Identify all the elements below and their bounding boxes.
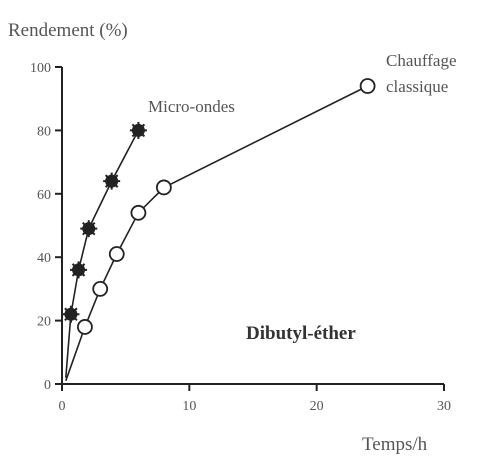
- data-point-filled-star: [70, 261, 88, 279]
- x-axis-title: Temps/h: [362, 434, 428, 455]
- data-point-filled-star: [129, 121, 147, 139]
- x-tick-label: 30: [437, 399, 451, 414]
- series-line-0: [65, 130, 140, 378]
- x-tick-label: 20: [310, 399, 324, 414]
- y-tick-label: 40: [37, 251, 51, 266]
- y-tick-label: 80: [37, 124, 51, 139]
- y-tick-label: 60: [37, 188, 51, 203]
- y-tick-label: 100: [30, 61, 51, 76]
- series-label-classique: classique: [386, 77, 448, 96]
- data-point-filled-star: [80, 220, 98, 238]
- data-point-open-circle: [92, 280, 109, 297]
- y-tick-label: 0: [44, 378, 51, 393]
- data-point-open-circle: [77, 319, 93, 335]
- data-point-filled-star: [62, 305, 80, 323]
- y-ticks: 0 20 40 60 80 100: [30, 61, 62, 393]
- data-point-open-circle: [130, 204, 147, 221]
- data-point-open-circle: [155, 179, 172, 196]
- series-markers: [62, 78, 376, 335]
- data-point-open-circle: [108, 246, 125, 262]
- x-tick-label: 10: [182, 399, 196, 414]
- series-label-micro-ondes: Micro-ondes: [148, 97, 235, 116]
- y-axis-title: Rendement (%): [8, 20, 128, 41]
- x-ticks: 0 10 20 30: [59, 384, 451, 414]
- annotation-dibutyl-ether: Dibutyl-éther: [246, 323, 356, 344]
- x-tick-label: 0: [59, 399, 66, 414]
- data-point-open-circle: [359, 78, 376, 94]
- y-tick-label: 20: [37, 315, 51, 330]
- data-point-filled-star: [103, 172, 121, 190]
- plot-area: 0 10 20 30 0 20 40 60 80 100: [30, 61, 451, 414]
- series-label-chauffage: Chauffage: [386, 51, 457, 70]
